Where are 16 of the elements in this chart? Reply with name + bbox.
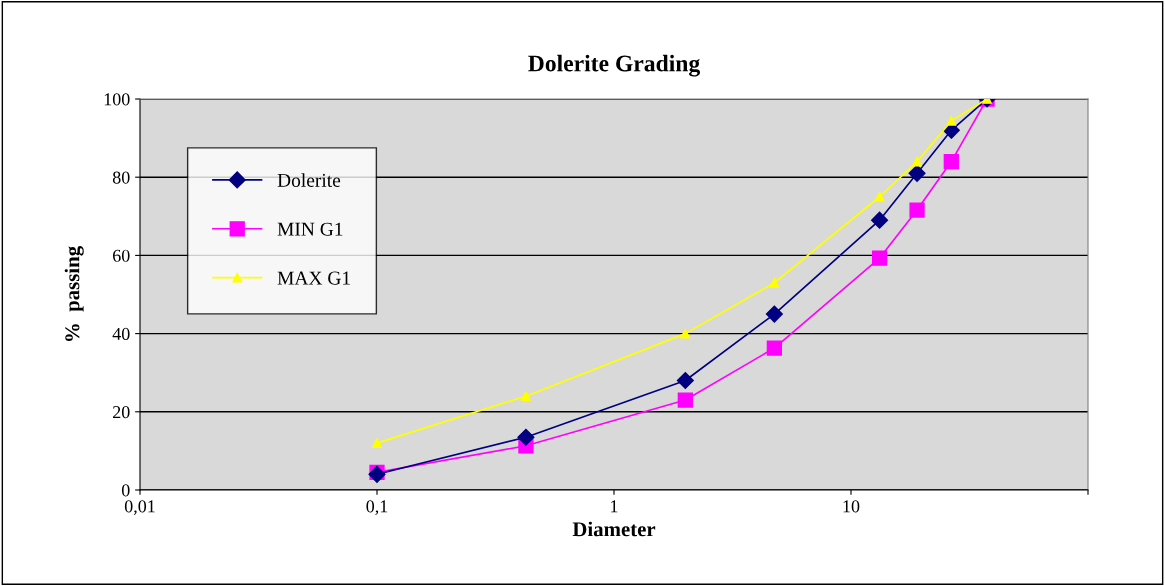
y-tick-label: 60 [113,249,130,262]
x-tick-label: 10 [843,500,860,513]
x-tick-label: 0,01 [124,500,155,516]
y-tick-label: 0 [121,484,130,497]
x-tick-label: 1 [611,500,618,513]
y-tick-label: 20 [113,406,130,419]
legend-label: MAX G1 [277,271,350,285]
chart-title: Dolerite Grading [528,54,700,77]
x-axis-title: Diameter [572,521,656,537]
y-tick-label: 40 [112,327,130,341]
legend-label: Dolerite [277,173,341,187]
y-tick-label: 100 [104,93,130,106]
legend-label: MIN G1 [277,222,343,236]
y-axis-title: % passing [64,246,84,341]
y-tick-label: 80 [112,171,130,184]
x-tick-label: 0,1 [366,500,388,516]
